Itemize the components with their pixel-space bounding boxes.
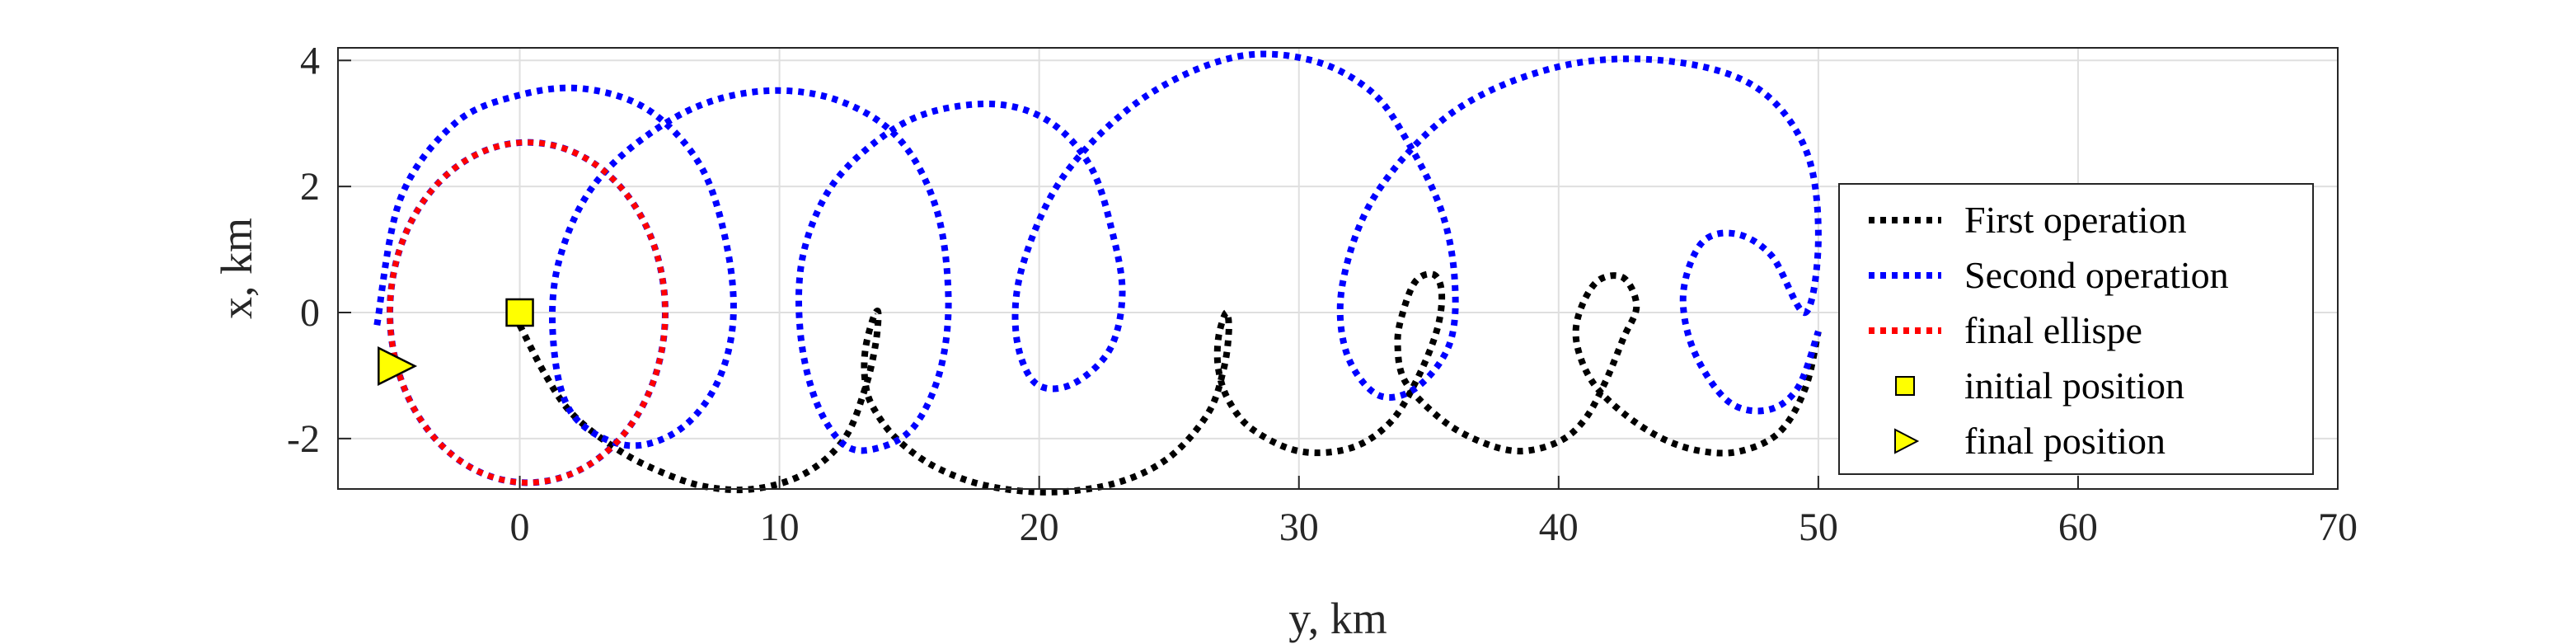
x-tick-label: 60	[2058, 505, 2098, 549]
x-tick-label: 70	[2318, 505, 2358, 549]
y-tick-label: 0	[300, 291, 320, 335]
x-tick-label: 0	[510, 505, 530, 549]
x-tick-label: 20	[1020, 505, 1059, 549]
y-axis-label: x, km	[212, 218, 261, 319]
x-tick-label: 30	[1279, 505, 1319, 549]
y-tick-label: -2	[287, 417, 320, 461]
x-tick-label: 10	[760, 505, 800, 549]
x-axis-label: y, km	[1288, 594, 1387, 643]
x-tick-label: 40	[1539, 505, 1579, 549]
legend-label: final position	[1964, 420, 2165, 462]
y-tick-label: 2	[300, 165, 320, 209]
legend-label: final ellispe	[1964, 309, 2142, 351]
series-second-operation	[373, 50, 1822, 454]
legend-label: First operation	[1964, 199, 2187, 241]
series-final-ellipse	[387, 139, 669, 486]
tick-labels: 0 10 20 30 40 50 60 70 -2 0 2 4	[287, 39, 2358, 549]
y-tick-label: 4	[300, 39, 320, 82]
legend-triangle-icon	[1894, 428, 1920, 454]
plot-area	[373, 50, 1822, 496]
legend-label: Second operation	[1964, 254, 2229, 296]
legend-label: initial position	[1964, 364, 2184, 407]
legend-square-icon	[1895, 376, 1915, 396]
x-tick-label: 50	[1799, 505, 1838, 549]
series-first-operation	[516, 270, 1822, 496]
axes-frame	[337, 47, 2339, 490]
legend: First operation Second operation final ell…	[1838, 183, 2314, 475]
initial-position-marker	[505, 298, 534, 327]
final-position-marker	[378, 346, 418, 386]
